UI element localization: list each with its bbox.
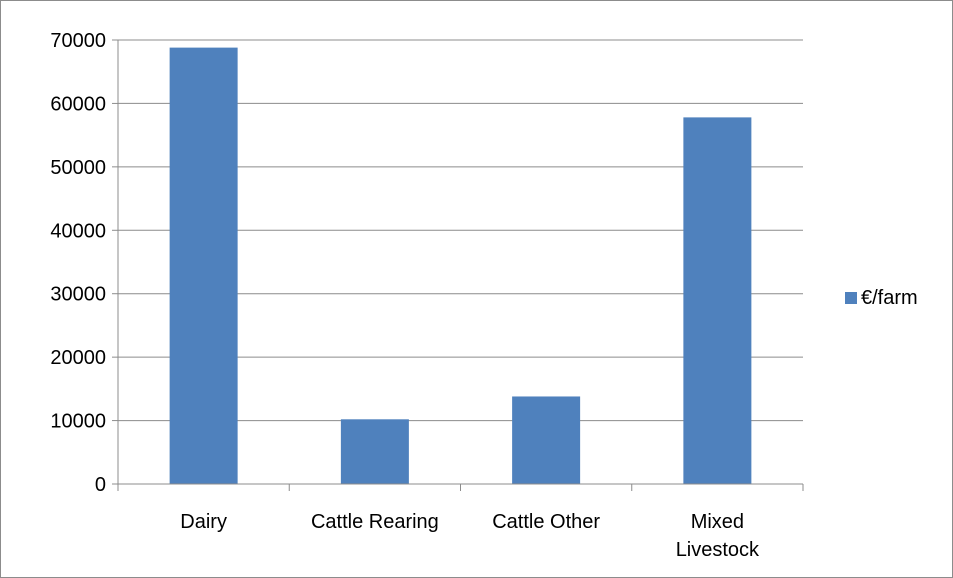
x-category-label: Cattle Other: [492, 511, 600, 533]
y-tick-label: 20000: [50, 347, 106, 369]
y-tick-label: 60000: [50, 93, 106, 115]
y-tick-label: 50000: [50, 157, 106, 179]
legend-label: €/farm: [861, 287, 918, 309]
axes: [112, 39, 804, 491]
y-axis-tick-labels: 0 10000 20000 30000 40000 50000 60000 70000: [50, 30, 106, 496]
bar-mixed-livestock: [683, 117, 752, 484]
legend: €/farm: [845, 287, 918, 309]
x-category-label: Dairy: [180, 511, 227, 533]
x-category-label: Cattle Rearing: [311, 511, 439, 533]
x-axis-category-labels: Dairy Cattle Rearing Cattle Other Mixed Live…: [180, 511, 760, 561]
bar-cattle-other: [512, 396, 581, 484]
bars: [169, 47, 752, 485]
y-tick-label: 40000: [50, 220, 106, 242]
y-tick-label: 30000: [50, 284, 106, 306]
x-category-label: Mixed: [691, 511, 744, 533]
y-tick-label: 10000: [50, 411, 106, 433]
legend-swatch: [845, 292, 857, 304]
bar-dairy: [169, 47, 238, 485]
x-category-label: Livestock: [676, 539, 760, 561]
bar-cattle-rearing: [340, 419, 409, 484]
y-tick-label: 70000: [50, 30, 106, 52]
y-tick-label: 0: [95, 474, 106, 496]
